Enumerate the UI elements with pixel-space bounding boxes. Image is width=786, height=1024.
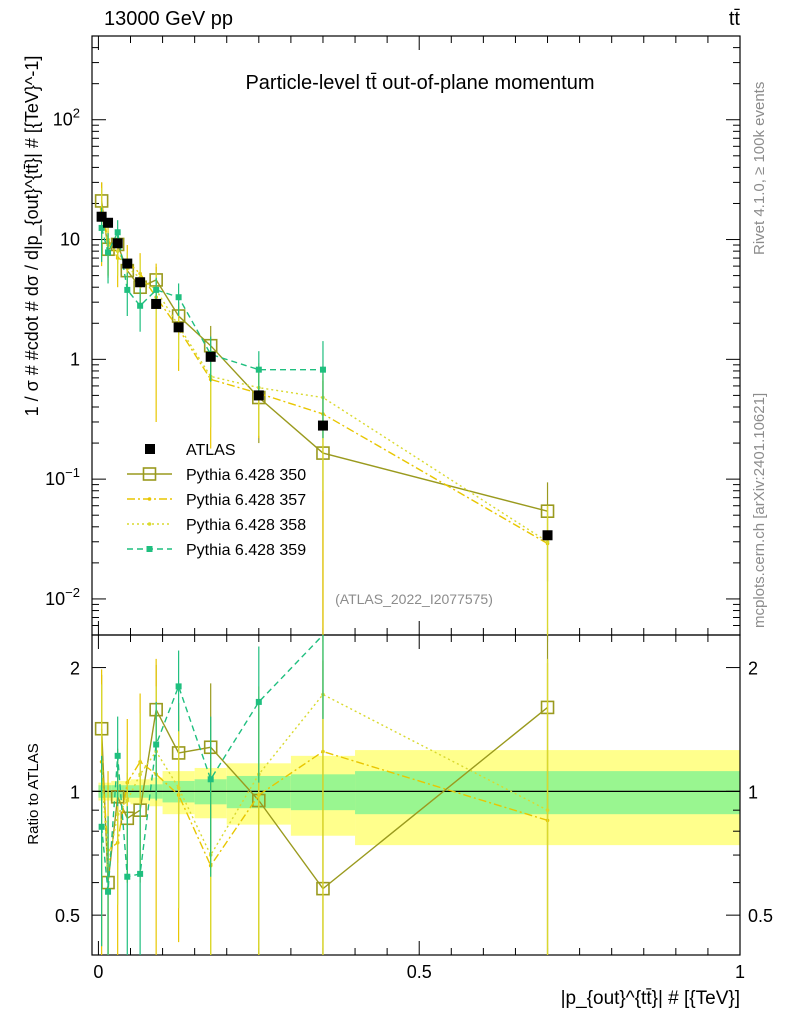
dot-marker xyxy=(115,249,120,253)
atlas-data-point xyxy=(173,322,184,333)
series-line xyxy=(100,227,323,371)
y-tick-label: 10 xyxy=(60,230,80,250)
series-0 xyxy=(94,182,555,635)
y-axis-label: 1 / σ # #cdot # dσ / d|p_{out}^{tt̄}| # … xyxy=(22,56,43,417)
ratio-frame xyxy=(91,634,741,956)
legend-label: Pythia 6.428 359 xyxy=(186,542,306,559)
filled-square-marker xyxy=(255,698,262,705)
filled-square-marker xyxy=(114,229,121,236)
ratio-line xyxy=(100,634,324,892)
filled-square-marker xyxy=(319,366,326,373)
filled-square-marker xyxy=(124,873,131,880)
ratio-series-3 xyxy=(98,634,324,955)
ratio-uncertainty-band xyxy=(92,750,740,846)
chart-title: Particle-level tt̄ out-of-plane momentum xyxy=(245,72,594,94)
filled-square-marker xyxy=(114,752,121,759)
mc-series xyxy=(94,182,555,635)
dot-marker xyxy=(147,522,152,526)
dot-marker xyxy=(545,539,550,544)
y-tick-label: 102 xyxy=(53,106,80,130)
ratio-line xyxy=(100,750,548,867)
filled-square-marker xyxy=(153,286,160,293)
y-tick-label: 10−2 xyxy=(45,585,80,609)
atlas-data-point xyxy=(205,351,216,362)
atlas-data-point xyxy=(317,420,328,431)
y-tick-label: 10−1 xyxy=(45,465,80,489)
analysis-tag: (ATLAS_2022_I2077575) xyxy=(335,591,493,607)
filled-square-marker xyxy=(124,286,131,293)
legend-label: Pythia 6.428 350 xyxy=(186,467,306,484)
x-tick-label: 0.5 xyxy=(407,962,432,982)
dot-marker xyxy=(147,497,152,501)
series-line xyxy=(100,211,548,543)
ratio-y-axis-label: Ratio to ATLAS xyxy=(25,743,42,844)
header-process-label: tt̄ xyxy=(729,8,741,30)
series-1 xyxy=(99,182,550,635)
ratio-tick-label-left: 1 xyxy=(70,782,80,802)
legend-label: Pythia 6.428 358 xyxy=(186,517,306,534)
dot-marker xyxy=(125,798,130,803)
filled-square-marker xyxy=(137,870,144,877)
dot-marker xyxy=(545,808,550,812)
open-square-marker xyxy=(142,467,157,481)
x-axis-label: |p_{out}^{tt̄}| # [{TeV}] xyxy=(561,988,740,1009)
ratio-tick-label-right: 2 xyxy=(748,659,758,679)
ratio-panel xyxy=(91,634,741,956)
atlas-data-point xyxy=(103,217,114,228)
filled-square-marker xyxy=(105,888,112,895)
ratio-series xyxy=(94,634,555,955)
legend-label-atlas: ATLAS xyxy=(186,442,236,459)
filled-square-marker xyxy=(255,366,262,373)
filled-square-marker xyxy=(153,741,160,748)
atlas-data-point xyxy=(112,238,123,249)
rivet-version-label: Rivet 4.1.0, ≥ 100k events xyxy=(751,82,768,255)
filled-square-marker xyxy=(105,249,112,256)
series-2 xyxy=(99,187,550,635)
mcplots-source-label: mcplots.cern.ch [arXiv:2401.10621] xyxy=(751,393,768,628)
ratio-tick-label-right: 1 xyxy=(748,782,758,802)
y-tick-label: 1 xyxy=(70,349,80,369)
atlas-data xyxy=(96,211,553,541)
filled-square-marker xyxy=(98,823,105,830)
atlas-data-point xyxy=(151,298,162,309)
ratio-tick-label-left: 2 xyxy=(70,659,80,679)
filled-square-marker xyxy=(175,294,182,301)
filled-square-marker xyxy=(207,776,214,783)
atlas-data-point xyxy=(542,530,553,541)
dot-marker xyxy=(138,772,142,777)
legend-label: Pythia 6.428 357 xyxy=(186,492,306,509)
dot-marker xyxy=(115,812,120,816)
atlas-data-point xyxy=(122,258,133,269)
filled-square-marker xyxy=(98,224,105,231)
legend-marker-atlas xyxy=(145,444,155,454)
filled-square-marker xyxy=(175,683,182,690)
series-line xyxy=(100,200,548,512)
ratio-tick-label-left: 0.5 xyxy=(55,906,80,926)
x-tick-label: 1 xyxy=(735,962,745,982)
axes-ticks: 0 0.5 1 10−2 10−1 1 10 102 0.5 0.5 1 1 2 2 xyxy=(45,35,773,982)
filled-square-marker xyxy=(137,302,144,309)
atlas-data-point xyxy=(96,211,107,222)
atlas-data-point xyxy=(135,277,146,288)
atlas-data-point xyxy=(253,390,264,401)
dot-marker xyxy=(176,786,181,790)
ratio-tick-label-right: 0.5 xyxy=(748,906,773,926)
legend: ATLAS Pythia 6.428 350 Pythia 6.428 357 Pyt… xyxy=(127,442,306,559)
x-tick-label: 0 xyxy=(93,962,103,982)
header-energy-label: 13000 GeV pp xyxy=(104,8,233,30)
filled-square-marker xyxy=(146,546,153,552)
